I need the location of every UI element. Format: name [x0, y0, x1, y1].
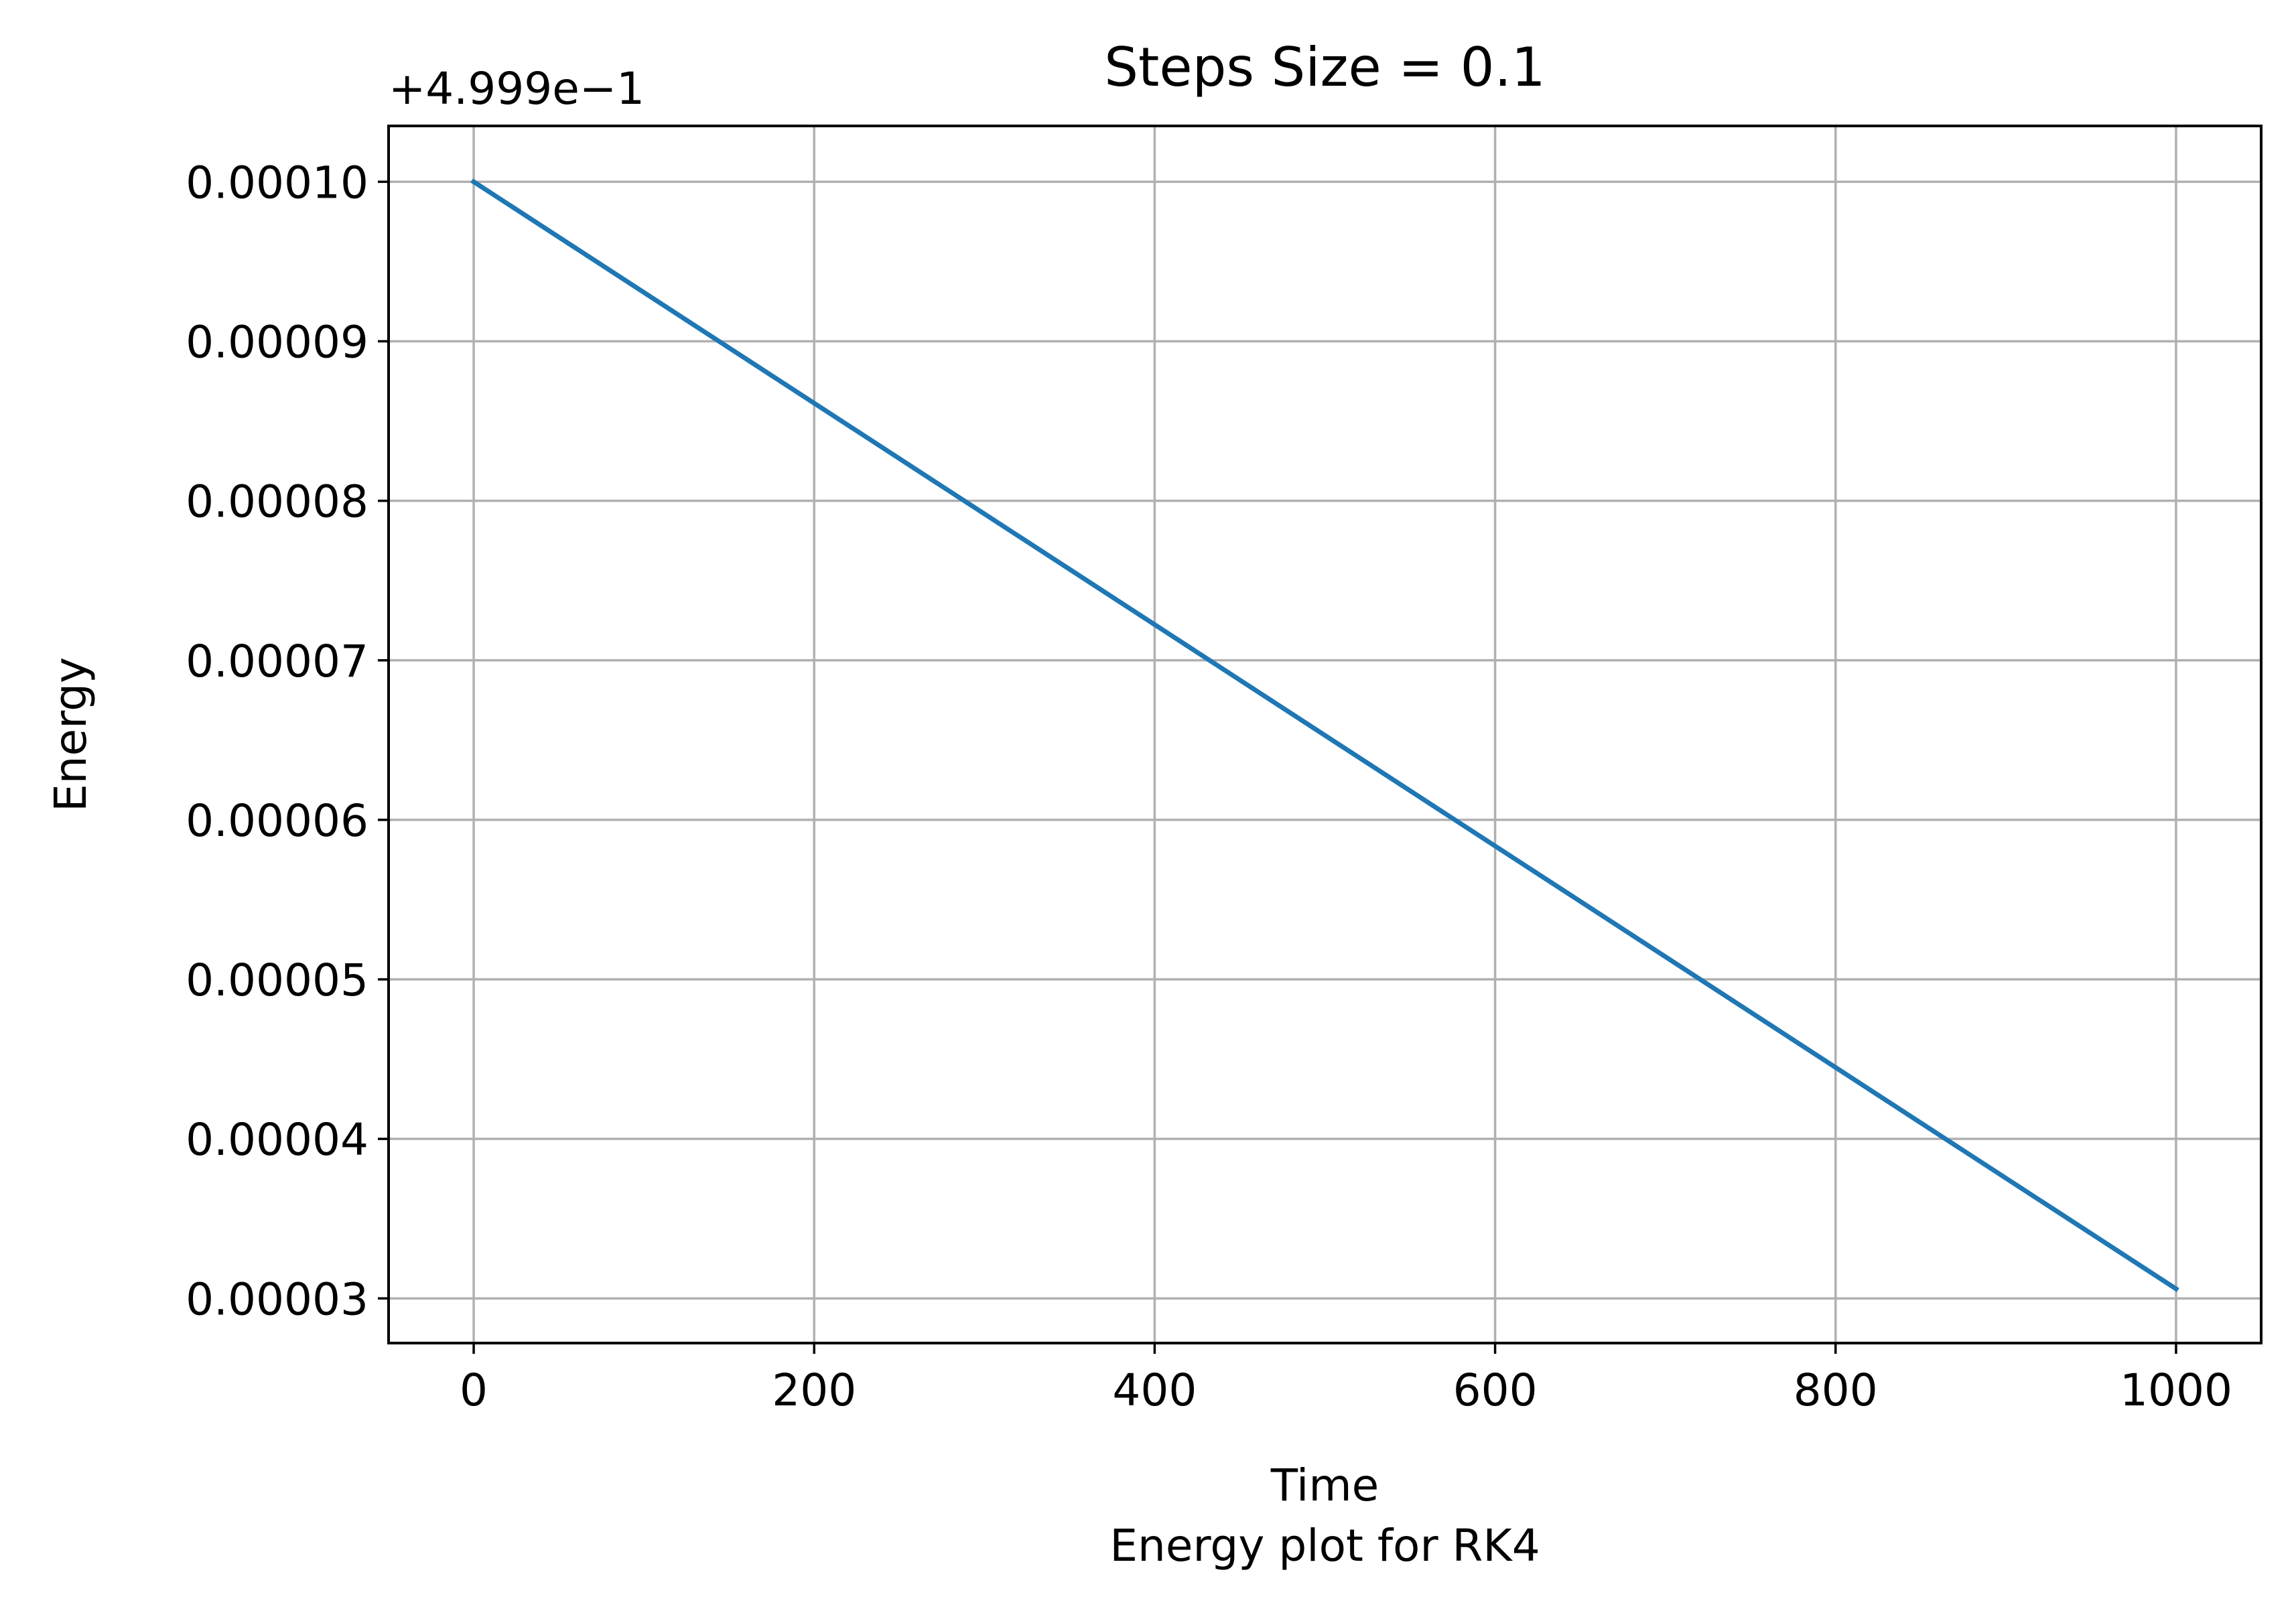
y-axis-offset-label: +4.999e−1 [389, 63, 645, 115]
y-axis-label: Energy [45, 657, 96, 812]
y-tick-label: 0.00004 [186, 1114, 368, 1166]
x-tick-label: 800 [1794, 1365, 1878, 1416]
x-tick-label: 200 [772, 1365, 856, 1416]
y-tick-label: 0.00008 [186, 476, 368, 528]
y-tick-label: 0.00006 [186, 795, 368, 847]
x-tick-label: 0 [460, 1365, 488, 1416]
axis-ticks: 0 200 400 600 800 1000 0.00003 0.00004 0.00005 0.… [186, 157, 2232, 1416]
y-tick-label: 0.00009 [186, 316, 368, 368]
x-tick-label: 400 [1112, 1365, 1197, 1416]
series-line [470, 178, 2179, 1292]
chart-title: Steps Size = 0.1 [1104, 36, 1546, 98]
plot-frame [387, 125, 2263, 1344]
chart-caption: Energy plot for RK4 [1109, 1520, 1540, 1571]
y-tick-label: 0.00005 [186, 955, 368, 1006]
series-layer [470, 178, 2179, 1292]
x-tick-label: 600 [1453, 1365, 1538, 1416]
x-tick-label: 1000 [2120, 1365, 2232, 1416]
grid [389, 126, 2261, 1343]
y-tick-label: 0.00010 [186, 157, 368, 208]
y-tick-label: 0.00007 [186, 636, 368, 687]
y-tick-label: 0.00003 [186, 1273, 368, 1325]
x-axis-label: Time [1270, 1460, 1379, 1511]
